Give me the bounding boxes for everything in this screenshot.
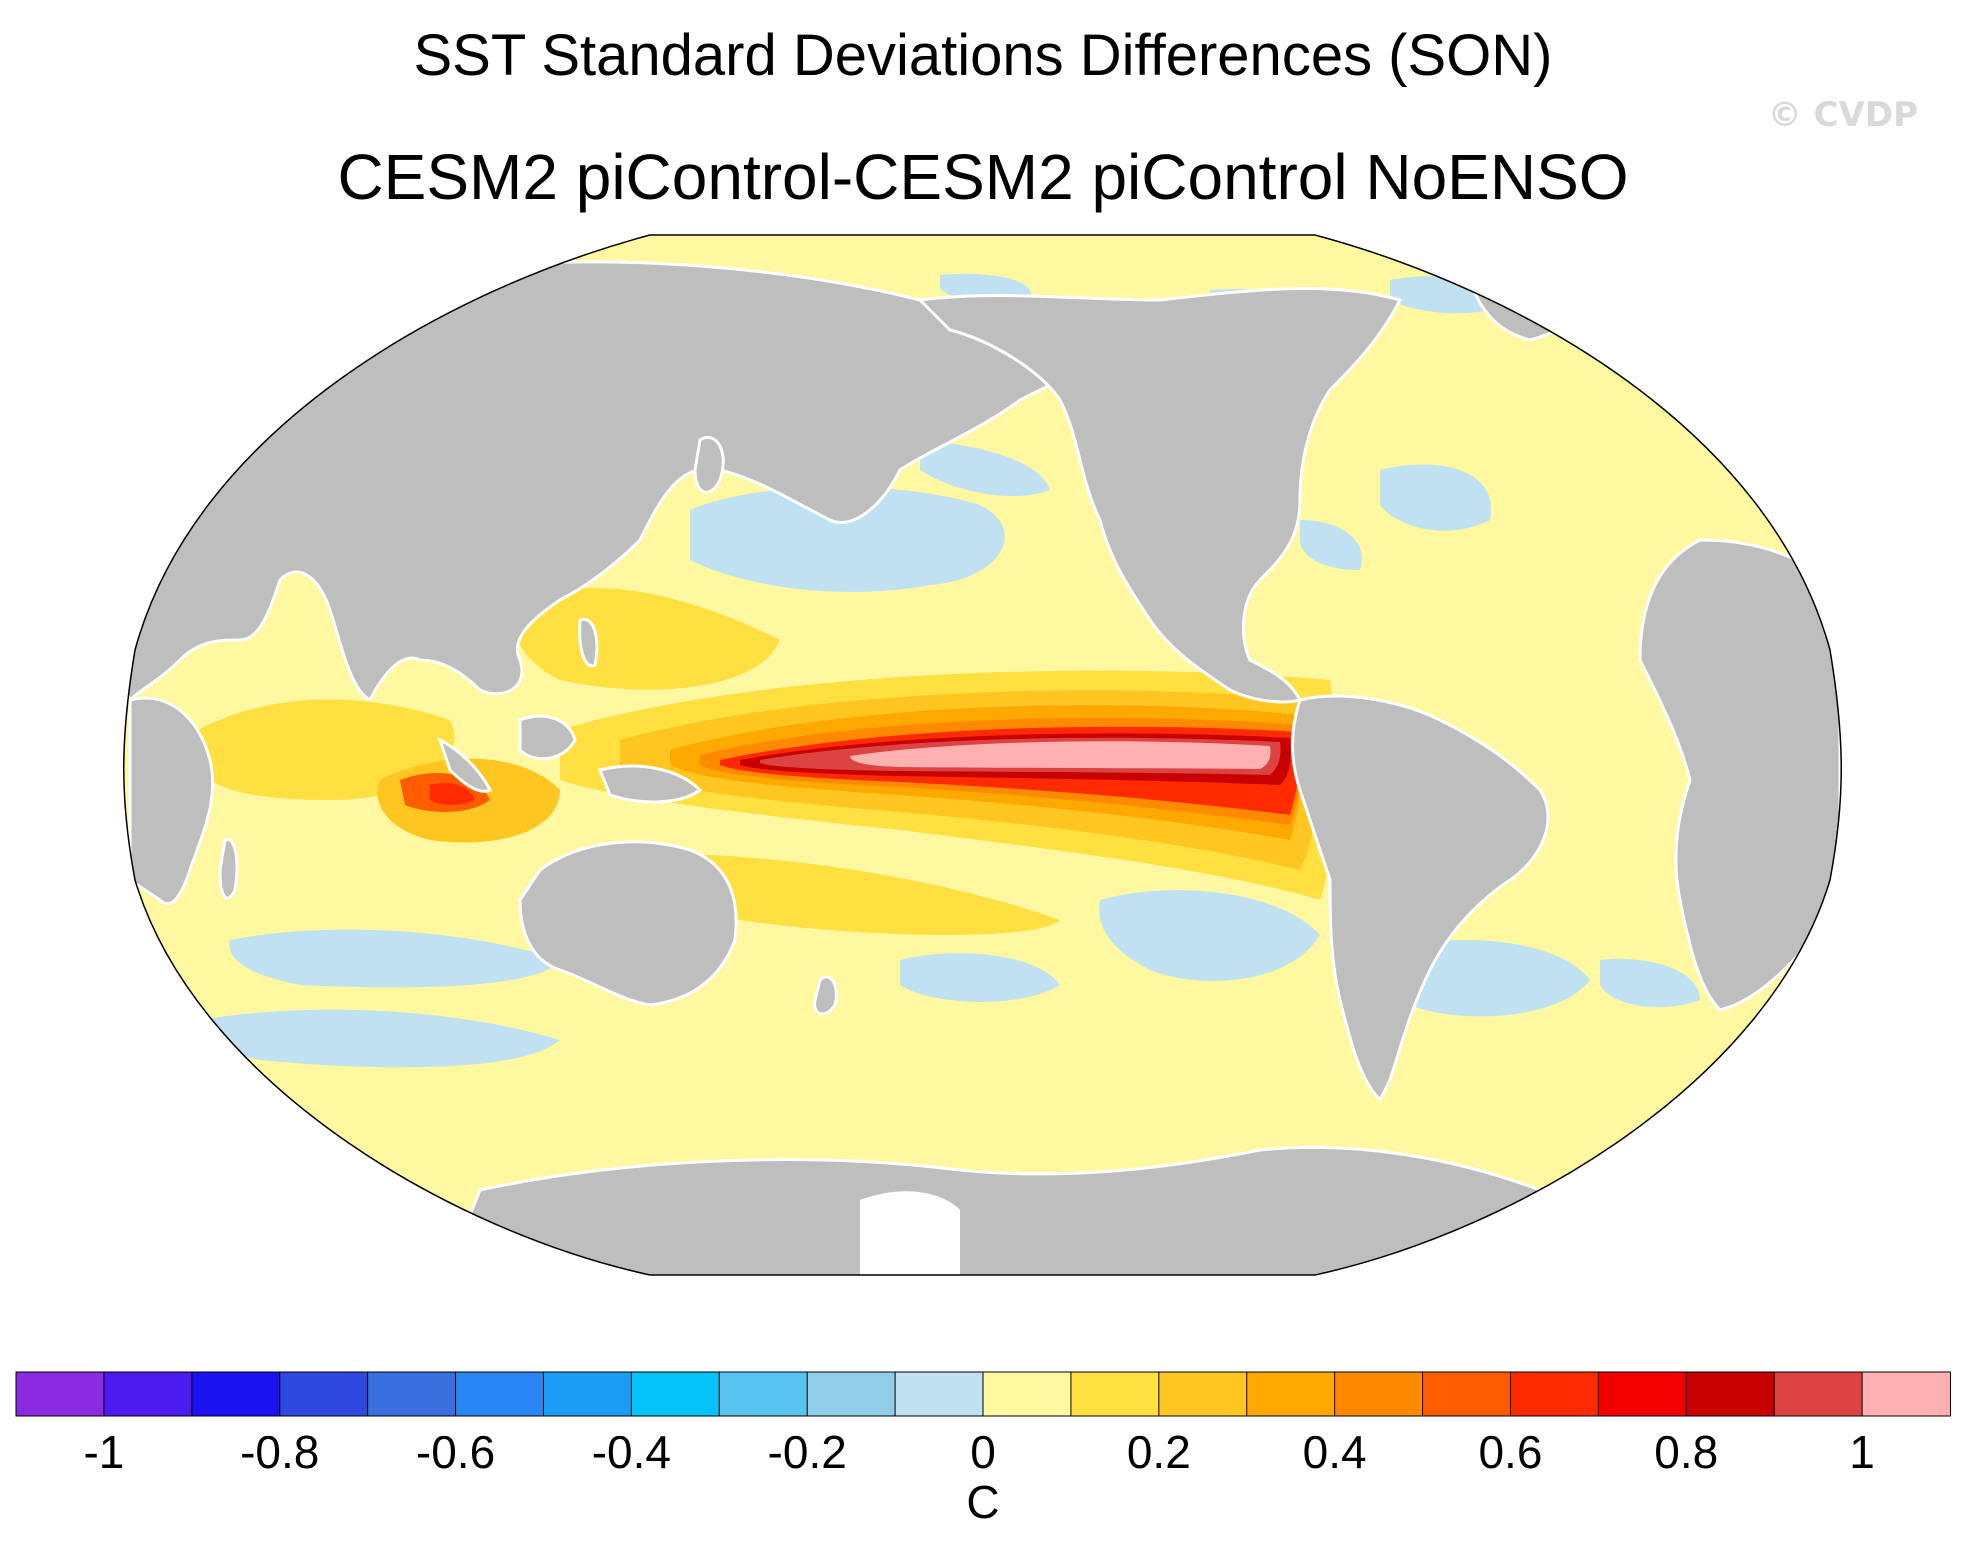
south-america — [1291, 694, 1550, 1103]
colorbar-box — [455, 1371, 545, 1417]
madagascar — [218, 837, 239, 900]
new-guinea — [597, 764, 703, 804]
colorbar-box — [806, 1371, 897, 1417]
colorbar-box — [542, 1371, 633, 1417]
colorbar-box — [1773, 1371, 1864, 1417]
positive-anomaly-regions — [180, 587, 1337, 935]
colorbar-tick-label: 0.2 — [1127, 1426, 1191, 1478]
colorbar-box — [15, 1371, 105, 1417]
colorbar-box — [367, 1371, 457, 1417]
colorbar-boxes — [15, 1371, 1951, 1417]
indian-ocean-warm-band — [180, 699, 455, 800]
south-pacific-negative-region-2 — [900, 953, 1060, 1002]
antarctic-sea-ice — [860, 1191, 960, 1275]
cvdp-watermark: © CVDP — [1767, 95, 1918, 135]
eastern-indian-warm-core-2 — [430, 783, 475, 805]
west-pacific-warm-region — [514, 587, 780, 690]
colorbar-box — [718, 1371, 809, 1417]
colorbar-box — [1685, 1371, 1776, 1417]
sumatra — [437, 737, 493, 793]
colorbar-box — [894, 1371, 985, 1417]
north-pacific-negative-region — [690, 486, 1005, 592]
colorbar-tick-label: 0.8 — [1654, 1426, 1718, 1478]
colorbar-tick-label: -0.8 — [240, 1426, 319, 1478]
equatorial-pacific-core — [850, 741, 1271, 769]
colorbar-box — [1246, 1371, 1336, 1417]
colorbar-tick-label: -1 — [83, 1426, 124, 1478]
colorbar-box — [279, 1371, 369, 1417]
colorbar-box — [191, 1371, 281, 1417]
colorbar-box — [1861, 1371, 1951, 1417]
north-america — [916, 286, 1403, 704]
antarctica — [437, 1145, 1562, 1275]
colorbar-box — [1422, 1371, 1512, 1417]
colorbar-tick-label: 0.6 — [1478, 1426, 1542, 1478]
borneo — [518, 714, 577, 761]
colorbar-box — [1597, 1371, 1688, 1417]
colorbar-box — [1070, 1371, 1160, 1417]
southern-indian-negative-region — [229, 929, 560, 988]
colorbar-box — [630, 1371, 721, 1417]
colorbar-box — [103, 1371, 193, 1417]
bering-negative-region — [920, 440, 1050, 497]
colorbar-tick-label: 0 — [970, 1426, 996, 1478]
philippines — [578, 617, 599, 668]
colorbar-box — [982, 1371, 1072, 1417]
colorbar-tick-label: -0.2 — [768, 1426, 847, 1478]
colorbar-tick-label: -0.6 — [416, 1426, 495, 1478]
colorbar-tick-label: 1 — [1849, 1426, 1875, 1478]
australia — [518, 840, 738, 1007]
colorbar-box — [1509, 1371, 1600, 1417]
colorbar-box — [1158, 1371, 1248, 1417]
labrador-negative-region — [1300, 520, 1362, 570]
south-pacific-negative-region-1 — [1099, 890, 1320, 981]
arabia-east-africa — [128, 696, 215, 906]
new-zealand — [813, 975, 838, 1016]
colorbar-unit-label: C — [966, 1476, 999, 1528]
chart-title: SST Standard Deviations Differences (SON… — [413, 23, 1553, 88]
colorbar-box — [1334, 1371, 1424, 1417]
south-indian-negative-region-2 — [199, 1009, 560, 1068]
southern-ocean-negative-region — [1600, 959, 1700, 1008]
colorbar-tick-labels: -1 -0.8 -0.6 -0.4 -0.2 0 0.2 0.4 0.6 0.8 1 — [83, 1426, 1874, 1478]
colorbar-tick-label: -0.4 — [592, 1426, 671, 1478]
colorbar-tick-label: 0.4 — [1303, 1426, 1367, 1478]
globe-outline — [123, 234, 1842, 1276]
north-atlantic-negative-region — [1380, 464, 1492, 531]
chart-subtitle: CESM2 piControl-CESM2 piControl NoENSO — [337, 141, 1629, 213]
japan — [693, 436, 725, 494]
